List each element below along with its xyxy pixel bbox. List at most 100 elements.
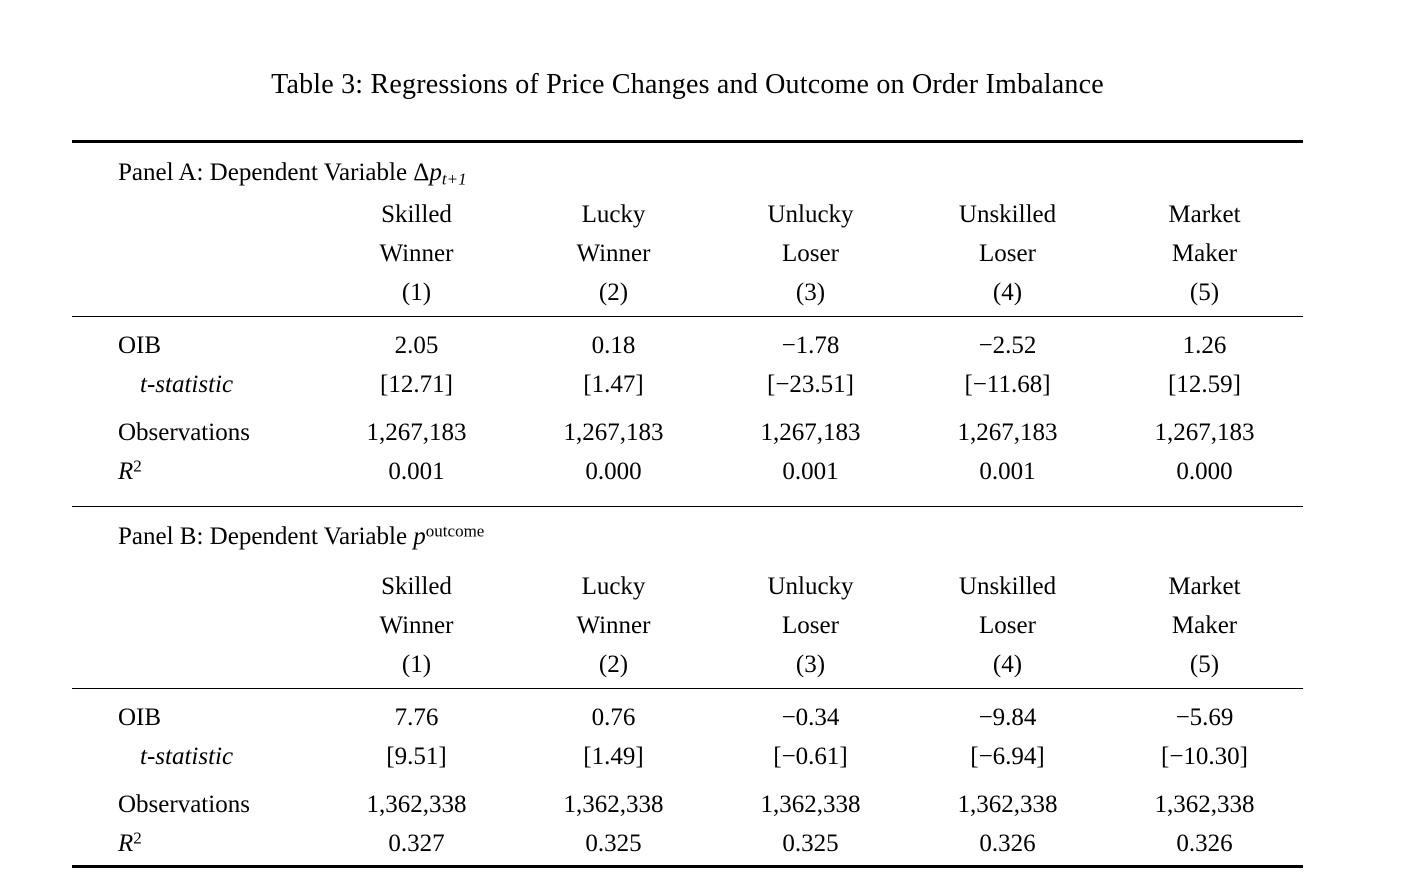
panel-b-observations-row: Observations 1,362,338 1,362,338 1,362,3…: [72, 785, 1303, 824]
header-spacer: [72, 234, 318, 273]
panel-b-heading-text: Panel B: Dependent Variable: [118, 523, 408, 550]
col-header-4-line1: Unskilled: [958, 573, 1057, 600]
panel-a-r2-row: R2 0.001 0.000 0.001 0.001 0.000: [72, 452, 1303, 491]
col-header-2-line1: Lucky: [581, 201, 646, 228]
tstat-value: [9.51]: [386, 743, 447, 770]
col-number-4: (4): [992, 279, 1023, 306]
observations-row-label: Observations: [118, 791, 250, 818]
col-header-3-line2: Loser: [782, 240, 839, 267]
oib-value: −0.34: [781, 704, 840, 731]
col-header-3-line1: Unlucky: [767, 573, 854, 600]
r2-row-label: R2: [72, 452, 318, 491]
obs-value: 1,362,338: [563, 791, 664, 818]
panel-a-tstat-row: t-statistic [12.71] [1.47] [−23.51] [−11…: [72, 365, 1303, 404]
variable-base: p: [429, 159, 442, 186]
col-number-5: (5): [1189, 651, 1220, 678]
tstat-row-label: t-statistic: [140, 743, 234, 770]
panel-a-body: OIB 2.05 0.18 −1.78 −2.52 1.26 t-statist…: [72, 317, 1303, 491]
delta-symbol: Δ: [413, 159, 430, 186]
oib-row-label: OIB: [118, 332, 162, 359]
tstat-value: [−6.94]: [970, 743, 1045, 770]
col-header-5-line2: Maker: [1171, 612, 1238, 639]
tstat-value: [−11.68]: [964, 371, 1051, 398]
oib-value: −5.69: [1175, 704, 1234, 731]
header-row-line1: Skilled Lucky Unlucky Unskilled Market: [72, 567, 1303, 606]
panel-b: Panel B: Dependent Variable poutcome Ski…: [72, 507, 1303, 863]
header-row-numbers: (1) (2) (3) (4) (5): [72, 273, 1303, 312]
variable-subscript: t+1: [441, 169, 467, 189]
obs-value: 1,267,183: [1154, 419, 1255, 446]
col-number-2: (2): [598, 651, 629, 678]
oib-value: −2.52: [978, 332, 1037, 359]
r2-value: 0.001: [388, 458, 445, 485]
tstat-row-label: t-statistic: [140, 371, 234, 398]
col-header-4-line2: Loser: [979, 240, 1036, 267]
obs-value: 1,267,183: [957, 419, 1058, 446]
tstat-value: [1.49]: [583, 743, 644, 770]
panel-b-header-rule: [72, 688, 1303, 689]
panel-b-oib-row: OIB 7.76 0.76 −0.34 −9.84 −5.69: [72, 698, 1303, 737]
table-title: Table 3: Regressions of Price Changes an…: [271, 69, 1104, 100]
panel-b-body: OIB 7.76 0.76 −0.34 −9.84 −5.69 t-statis…: [72, 689, 1303, 863]
panel-a-heading: Panel A: Dependent Variable Δpt+1: [72, 143, 1303, 192]
col-header-5-line2: Maker: [1171, 240, 1238, 267]
header-spacer: [72, 273, 318, 312]
obs-value: 1,267,183: [366, 419, 467, 446]
panel-a-heading-text: Panel A: Dependent Variable: [118, 159, 408, 186]
tstat-value: [12.71]: [380, 371, 453, 398]
col-header-1-line2: Winner: [379, 612, 454, 639]
header-row-numbers: (1) (2) (3) (4) (5): [72, 645, 1303, 684]
r2-value: 0.327: [388, 830, 445, 857]
col-number-4: (4): [992, 651, 1023, 678]
obs-value: 1,362,338: [366, 791, 467, 818]
r2-label-exponent: 2: [133, 828, 142, 848]
header-spacer: [72, 567, 318, 606]
tstat-value: [−0.61]: [773, 743, 848, 770]
oib-value: 7.76: [394, 704, 439, 731]
panel-b-r2-row: R2 0.327 0.325 0.325 0.326 0.326: [72, 824, 1303, 863]
bottom-rule: [72, 865, 1303, 868]
col-header-1-line1: Skilled: [381, 573, 452, 600]
header-row-line2: Winner Winner Loser Loser Maker: [72, 234, 1303, 273]
header-row-line2: Winner Winner Loser Loser Maker: [72, 606, 1303, 645]
col-header-4-line1: Unskilled: [958, 201, 1057, 228]
col-header-2-line1: Lucky: [581, 573, 646, 600]
col-number-1: (1): [401, 279, 432, 306]
col-number-2: (2): [598, 279, 629, 306]
col-header-2-line2: Winner: [576, 612, 651, 639]
header-spacer: [72, 195, 318, 234]
panel-separator-rule: [72, 506, 1303, 507]
table-container: Table 3: Regressions of Price Changes an…: [72, 66, 1303, 868]
col-header-1-line2: Winner: [379, 240, 454, 267]
observations-row-label: Observations: [118, 419, 250, 446]
panel-a-oib-row: OIB 2.05 0.18 −1.78 −2.52 1.26: [72, 326, 1303, 365]
header-spacer: [72, 645, 318, 684]
r2-label-base: R: [118, 458, 134, 485]
panel-a-observations-row: Observations 1,267,183 1,267,183 1,267,1…: [72, 413, 1303, 452]
panel-b-tstat-row: t-statistic [9.51] [1.49] [−0.61] [−6.94…: [72, 737, 1303, 776]
col-header-4-line2: Loser: [979, 612, 1036, 639]
obs-value: 1,362,338: [1154, 791, 1255, 818]
r2-value: 0.000: [1176, 458, 1233, 485]
tstat-value: [−23.51]: [767, 371, 854, 398]
col-header-3-line2: Loser: [782, 612, 839, 639]
variable-superscript: outcome: [425, 521, 485, 541]
r2-label-exponent: 2: [133, 456, 142, 476]
tstat-value: [12.59]: [1168, 371, 1241, 398]
r2-value: 0.325: [782, 830, 839, 857]
r2-label-base: R: [118, 830, 134, 857]
header-spacer: [72, 606, 318, 645]
col-number-3: (3): [795, 651, 826, 678]
panel-b-column-headers: Skilled Lucky Unlucky Unskilled Market W…: [72, 567, 1303, 684]
oib-value: −1.78: [781, 332, 840, 359]
col-header-5-line1: Market: [1168, 573, 1241, 600]
obs-value: 1,362,338: [760, 791, 861, 818]
obs-value: 1,362,338: [957, 791, 1058, 818]
col-header-5-line1: Market: [1168, 201, 1241, 228]
r2-value: 0.326: [1176, 830, 1233, 857]
panel-a-dependent-variable: Δpt+1: [413, 159, 467, 189]
tstat-value: [1.47]: [583, 371, 644, 398]
panel-a-header-rule: [72, 316, 1303, 317]
r2-value: 0.325: [585, 830, 642, 857]
